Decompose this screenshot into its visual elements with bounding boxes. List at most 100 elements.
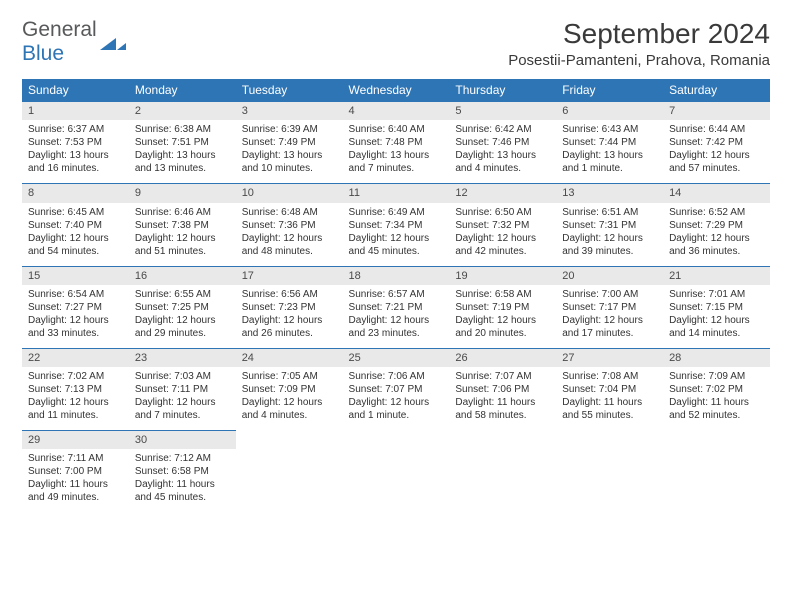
day-info: Sunrise: 7:12 AMSunset: 6:58 PMDaylight:… [129, 449, 236, 512]
sunrise: Sunrise: 6:38 AM [135, 123, 230, 136]
sunrise: Sunrise: 6:39 AM [242, 123, 337, 136]
day-info: Sunrise: 6:40 AMSunset: 7:48 PMDaylight:… [343, 120, 450, 184]
daylight-line2: and 14 minutes. [669, 327, 764, 340]
day-info: Sunrise: 7:06 AMSunset: 7:07 PMDaylight:… [343, 367, 450, 431]
sunset: Sunset: 7:34 PM [349, 219, 444, 232]
day-info: Sunrise: 6:38 AMSunset: 7:51 PMDaylight:… [129, 120, 236, 184]
sunrise: Sunrise: 7:09 AM [669, 370, 764, 383]
day-info: Sunrise: 7:09 AMSunset: 7:02 PMDaylight:… [663, 367, 770, 431]
daylight-line1: Daylight: 12 hours [28, 232, 123, 245]
day-info: Sunrise: 7:02 AMSunset: 7:13 PMDaylight:… [22, 367, 129, 431]
day-number: 22 [22, 348, 129, 367]
daylight-line1: Daylight: 13 hours [349, 149, 444, 162]
sunset: Sunset: 7:09 PM [242, 383, 337, 396]
day-info: Sunrise: 6:58 AMSunset: 7:19 PMDaylight:… [449, 285, 556, 349]
empty-cell [449, 449, 556, 512]
daylight-line2: and 49 minutes. [28, 491, 123, 504]
weekday-row: SundayMondayTuesdayWednesdayThursdayFrid… [22, 79, 770, 102]
daylight-line1: Daylight: 12 hours [135, 232, 230, 245]
daylight-line1: Daylight: 12 hours [669, 149, 764, 162]
sunrise: Sunrise: 7:08 AM [562, 370, 657, 383]
day-info: Sunrise: 7:00 AMSunset: 7:17 PMDaylight:… [556, 285, 663, 349]
weekday-header: Wednesday [343, 79, 450, 102]
daylight-line2: and 45 minutes. [349, 245, 444, 258]
daylight-line2: and 42 minutes. [455, 245, 550, 258]
day-number: 18 [343, 266, 450, 285]
day-number: 3 [236, 102, 343, 121]
daylight-line2: and 23 minutes. [349, 327, 444, 340]
sunrise: Sunrise: 7:01 AM [669, 288, 764, 301]
daylight-line2: and 4 minutes. [242, 409, 337, 422]
sunrise: Sunrise: 6:48 AM [242, 206, 337, 219]
daylight-line1: Daylight: 12 hours [28, 314, 123, 327]
day-info: Sunrise: 6:43 AMSunset: 7:44 PMDaylight:… [556, 120, 663, 184]
sunset: Sunset: 7:04 PM [562, 383, 657, 396]
daylight-line1: Daylight: 12 hours [28, 396, 123, 409]
day-number: 5 [449, 102, 556, 121]
sunset: Sunset: 7:27 PM [28, 301, 123, 314]
logo-word2: Blue [22, 42, 64, 65]
daylight-line1: Daylight: 13 hours [242, 149, 337, 162]
day-info: Sunrise: 6:45 AMSunset: 7:40 PMDaylight:… [22, 203, 129, 267]
sunset: Sunset: 7:53 PM [28, 136, 123, 149]
daylight-line1: Daylight: 12 hours [669, 314, 764, 327]
daylight-line1: Daylight: 12 hours [562, 232, 657, 245]
info-row: Sunrise: 6:45 AMSunset: 7:40 PMDaylight:… [22, 203, 770, 267]
daylight-line2: and 13 minutes. [135, 162, 230, 175]
sunset: Sunset: 7:02 PM [669, 383, 764, 396]
daylight-line2: and 16 minutes. [28, 162, 123, 175]
daynum-row: 891011121314 [22, 184, 770, 203]
location: Posestii-Pamanteni, Prahova, Romania [508, 52, 770, 69]
daylight-line1: Daylight: 12 hours [135, 314, 230, 327]
day-info: Sunrise: 6:51 AMSunset: 7:31 PMDaylight:… [556, 203, 663, 267]
sunrise: Sunrise: 6:55 AM [135, 288, 230, 301]
day-number: 7 [663, 102, 770, 121]
daylight-line2: and 7 minutes. [349, 162, 444, 175]
weekday-header: Sunday [22, 79, 129, 102]
sunrise: Sunrise: 6:56 AM [242, 288, 337, 301]
weekday-header: Monday [129, 79, 236, 102]
sunset: Sunset: 7:06 PM [455, 383, 550, 396]
day-number: 20 [556, 266, 663, 285]
day-info: Sunrise: 6:39 AMSunset: 7:49 PMDaylight:… [236, 120, 343, 184]
day-number: 9 [129, 184, 236, 203]
sunset: Sunset: 7:15 PM [669, 301, 764, 314]
daynum-row: 1234567 [22, 102, 770, 121]
day-number: 14 [663, 184, 770, 203]
daylight-line2: and 58 minutes. [455, 409, 550, 422]
sunrise: Sunrise: 7:11 AM [28, 452, 123, 465]
day-number: 21 [663, 266, 770, 285]
sunset: Sunset: 7:29 PM [669, 219, 764, 232]
sunrise: Sunrise: 6:42 AM [455, 123, 550, 136]
sunset: Sunset: 7:23 PM [242, 301, 337, 314]
daylight-line1: Daylight: 11 hours [455, 396, 550, 409]
day-info: Sunrise: 6:50 AMSunset: 7:32 PMDaylight:… [449, 203, 556, 267]
daylight-line2: and 17 minutes. [562, 327, 657, 340]
sunrise: Sunrise: 6:40 AM [349, 123, 444, 136]
day-number: 11 [343, 184, 450, 203]
daylight-line2: and 52 minutes. [669, 409, 764, 422]
daylight-line1: Daylight: 11 hours [28, 478, 123, 491]
daylight-line2: and 4 minutes. [455, 162, 550, 175]
empty-cell [236, 431, 343, 450]
sunset: Sunset: 7:00 PM [28, 465, 123, 478]
daylight-line1: Daylight: 12 hours [242, 396, 337, 409]
sunset: Sunset: 7:21 PM [349, 301, 444, 314]
day-number: 2 [129, 102, 236, 121]
sunset: Sunset: 7:07 PM [349, 383, 444, 396]
daylight-line1: Daylight: 12 hours [349, 314, 444, 327]
day-info: Sunrise: 6:48 AMSunset: 7:36 PMDaylight:… [236, 203, 343, 267]
daylight-line2: and 51 minutes. [135, 245, 230, 258]
day-number: 30 [129, 431, 236, 450]
sunrise: Sunrise: 7:03 AM [135, 370, 230, 383]
day-number: 1 [22, 102, 129, 121]
sunset: Sunset: 7:13 PM [28, 383, 123, 396]
day-number: 16 [129, 266, 236, 285]
sunrise: Sunrise: 6:49 AM [349, 206, 444, 219]
daylight-line2: and 7 minutes. [135, 409, 230, 422]
sunset: Sunset: 7:40 PM [28, 219, 123, 232]
day-number: 8 [22, 184, 129, 203]
sunrise: Sunrise: 6:46 AM [135, 206, 230, 219]
daylight-line1: Daylight: 11 hours [562, 396, 657, 409]
daylight-line2: and 1 minute. [349, 409, 444, 422]
